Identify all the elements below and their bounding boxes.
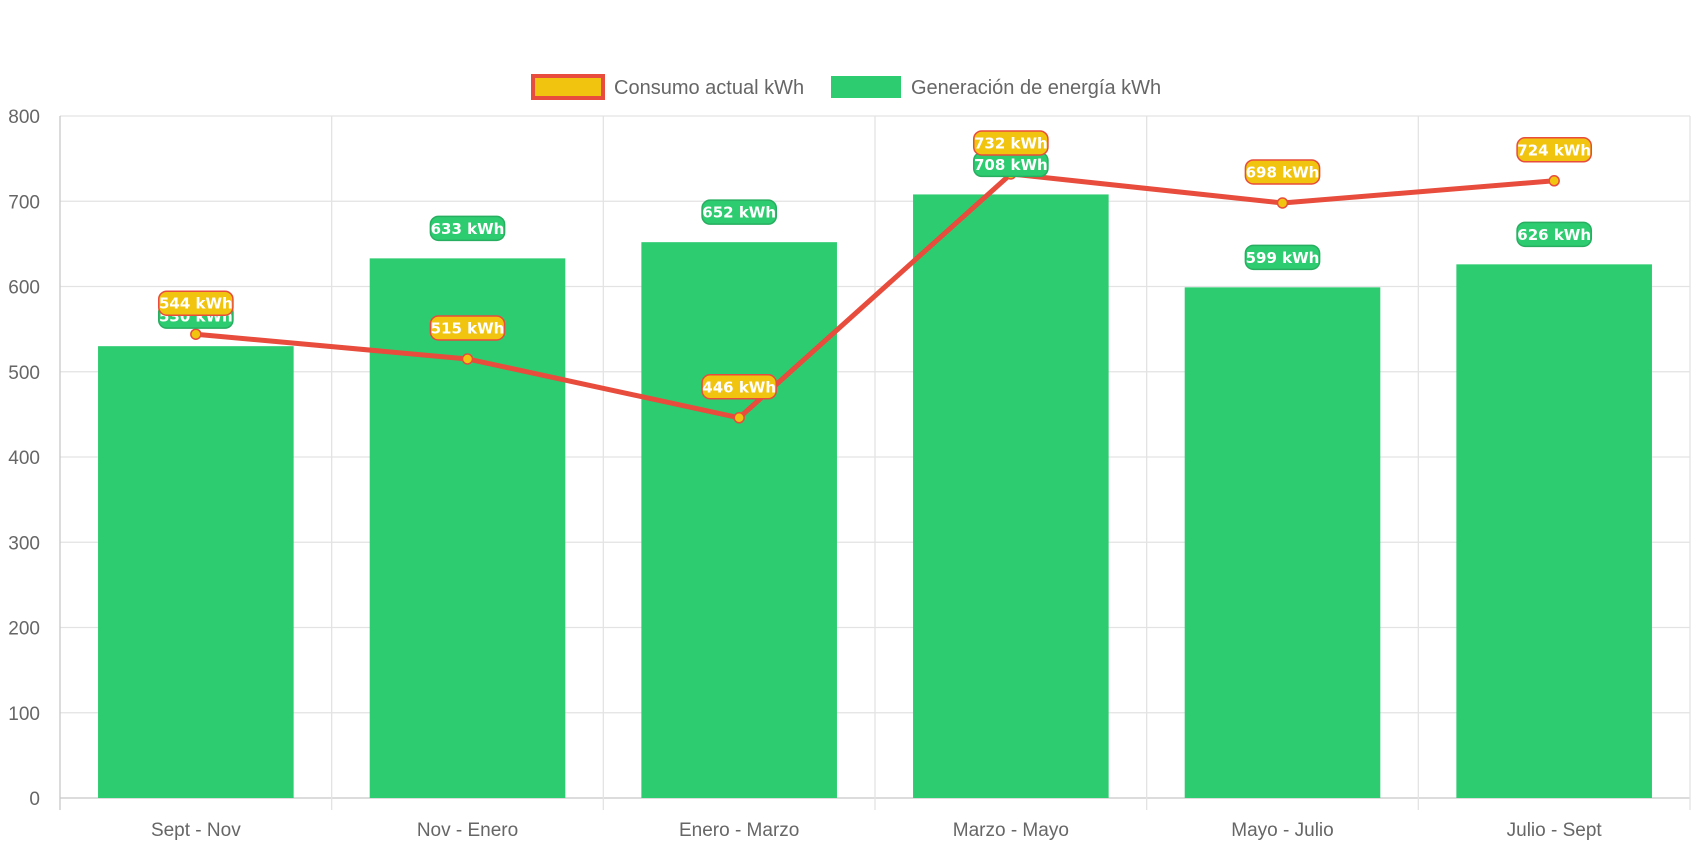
y-tick-label: 0 bbox=[29, 789, 40, 810]
y-tick-label: 600 bbox=[8, 278, 40, 299]
y-axis: 0 100 200 300 400 500 600 700 800 bbox=[8, 107, 40, 810]
line-point bbox=[190, 328, 202, 340]
x-tick-label: Marzo - Mayo bbox=[953, 820, 1069, 841]
legend-swatch-generacion bbox=[831, 76, 901, 98]
bar bbox=[913, 194, 1109, 798]
svg-text:626 kWh: 626 kWh bbox=[1517, 226, 1591, 244]
svg-text:515 kWh: 515 kWh bbox=[431, 319, 505, 337]
y-tick-label: 200 bbox=[8, 619, 40, 640]
svg-text:652 kWh: 652 kWh bbox=[702, 204, 776, 222]
y-tick-label: 300 bbox=[8, 533, 40, 554]
legend-label-generacion: Generación de energía kWh bbox=[911, 77, 1161, 99]
y-tick-label: 100 bbox=[8, 704, 40, 725]
bar-series bbox=[98, 194, 1652, 799]
legend-item-generacion[interactable]: Generación de energía kWh bbox=[831, 76, 1161, 99]
bar bbox=[641, 242, 837, 799]
legend-swatch-consumo bbox=[531, 74, 605, 100]
series-line bbox=[195, 171, 1555, 421]
line-point bbox=[461, 353, 474, 365]
line-point bbox=[1276, 197, 1289, 209]
y-tick-label: 800 bbox=[8, 107, 40, 128]
line-point bbox=[1548, 175, 1560, 187]
svg-text:599 kWh: 599 kWh bbox=[1246, 249, 1320, 267]
x-tick-label: Nov - Enero bbox=[417, 820, 518, 841]
svg-text:732 kWh: 732 kWh bbox=[974, 134, 1048, 152]
svg-text:633 kWh: 633 kWh bbox=[431, 220, 505, 238]
y-tick-label: 700 bbox=[8, 192, 40, 213]
bar bbox=[98, 346, 294, 798]
bar-data-label: 626 kWh bbox=[1516, 221, 1593, 248]
svg-text:544 kWh: 544 kWh bbox=[159, 295, 233, 313]
legend-item-consumo[interactable]: Consumo actual kWh bbox=[531, 74, 804, 100]
line-data-label: 544 kWh bbox=[157, 290, 234, 316]
line-data-label: 446 kWh bbox=[701, 374, 778, 400]
y-tick-label: 400 bbox=[8, 448, 40, 469]
bar-data-label: 633 kWh bbox=[429, 215, 506, 242]
line-data-label: 724 kWh bbox=[1516, 137, 1593, 163]
svg-text:724 kWh: 724 kWh bbox=[1517, 141, 1591, 159]
legend[interactable]: Consumo actual kWh Generación de energía … bbox=[531, 74, 1161, 100]
bar-data-label: 599 kWh bbox=[1244, 244, 1321, 271]
grid bbox=[59, 115, 1691, 810]
line-point bbox=[733, 412, 745, 424]
y-tick-label: 500 bbox=[8, 363, 40, 384]
bar bbox=[1456, 264, 1652, 799]
x-tick-label: Julio - Sept bbox=[1507, 820, 1603, 841]
line-data-label: 515 kWh bbox=[429, 315, 506, 341]
line-data-label: 732 kWh bbox=[972, 130, 1049, 156]
bar bbox=[1184, 287, 1381, 798]
svg-text:698 kWh: 698 kWh bbox=[1246, 163, 1320, 181]
bar-data-label: 652 kWh bbox=[701, 199, 778, 225]
x-axis: Sept - Nov Nov - Enero Enero - Marzo Marzo … bbox=[151, 820, 1602, 841]
x-tick-label: Enero - Marzo bbox=[679, 820, 799, 841]
svg-text:446 kWh: 446 kWh bbox=[702, 378, 776, 396]
bar bbox=[369, 258, 566, 798]
legend-label-consumo: Consumo actual kWh bbox=[614, 77, 804, 99]
svg-text:708 kWh: 708 kWh bbox=[974, 156, 1048, 174]
x-tick-label: Mayo - Julio bbox=[1231, 820, 1333, 841]
line-data-label: 698 kWh bbox=[1244, 159, 1321, 185]
x-tick-label: Sept - Nov bbox=[151, 820, 241, 841]
bar-data-label: 708 kWh bbox=[972, 151, 1049, 178]
